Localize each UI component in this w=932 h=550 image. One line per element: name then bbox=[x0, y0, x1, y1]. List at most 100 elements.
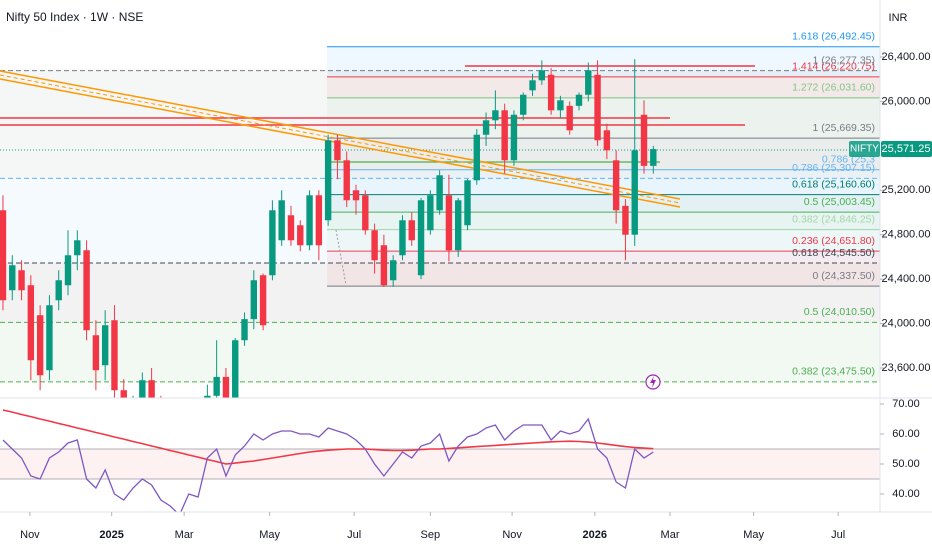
fib-band bbox=[327, 138, 880, 170]
fib-label: 0.618 (24,545.50) bbox=[792, 247, 875, 259]
candle-body bbox=[250, 280, 258, 320]
x-tick-label: 2025 bbox=[99, 529, 123, 541]
candle-body bbox=[297, 225, 304, 246]
candle-body bbox=[92, 335, 100, 371]
candle-body bbox=[46, 305, 53, 371]
candle-body bbox=[36, 315, 44, 376]
x-tick-label: May bbox=[743, 529, 764, 541]
y-tick-label: 60.00 bbox=[892, 428, 920, 440]
x-tick-label: Mar bbox=[175, 529, 194, 541]
fib-label: 1 (26,277.35) bbox=[813, 54, 875, 66]
candle-body bbox=[343, 160, 350, 201]
fib-band bbox=[327, 169, 880, 195]
candle-body bbox=[631, 150, 638, 235]
candle-body bbox=[501, 110, 508, 161]
candle-body bbox=[640, 114, 648, 166]
alert-icon bbox=[645, 374, 661, 390]
last-price-label: 25,571.25 bbox=[882, 143, 931, 155]
candle-body bbox=[101, 325, 109, 366]
series bbox=[0, 59, 880, 533]
candle-body bbox=[557, 100, 564, 111]
trend-line bbox=[0, 70, 681, 200]
candle-body bbox=[399, 220, 406, 256]
fib-band bbox=[0, 262, 880, 323]
candle-body bbox=[603, 130, 611, 151]
candle-body bbox=[222, 376, 230, 398]
x-tick-label: May bbox=[259, 529, 280, 541]
candle-body bbox=[158, 407, 164, 446]
fib-label: 0.236 (24,651.80) bbox=[792, 235, 875, 247]
candle-body bbox=[529, 80, 536, 91]
candle-body bbox=[594, 74, 601, 141]
candle-body bbox=[213, 376, 220, 396]
candle-body bbox=[120, 390, 127, 398]
candle-body bbox=[352, 190, 360, 201]
fib-label: 1.272 (26,031.60) bbox=[792, 82, 875, 94]
candle-body bbox=[186, 485, 192, 533]
currency: INR bbox=[889, 12, 908, 24]
x-tick-label: 2026 bbox=[583, 529, 607, 541]
candle-body bbox=[139, 380, 146, 398]
y-tick-label: 24,800.00 bbox=[882, 229, 931, 241]
rsi-line bbox=[2, 409, 654, 465]
fib-label: 1.414 (26,220.75) bbox=[792, 61, 875, 73]
rsi-line bbox=[2, 417, 654, 512]
trend-line-mid bbox=[0, 74, 681, 204]
fib-label: 0.786 (25,307.15) bbox=[792, 162, 875, 174]
fib-band bbox=[0, 322, 880, 382]
fib-band bbox=[327, 76, 880, 98]
x-tick-label: Sep bbox=[421, 529, 441, 541]
candle-body bbox=[445, 195, 453, 251]
y-tick-label: 26,000.00 bbox=[882, 95, 931, 107]
fib-label: 1.618 (26,492.45) bbox=[792, 30, 875, 42]
candle-body bbox=[18, 270, 25, 291]
candle-body bbox=[371, 230, 378, 261]
candle-body bbox=[306, 195, 313, 246]
x-tick-label: Mar bbox=[661, 529, 680, 541]
candle-body bbox=[232, 340, 239, 398]
candle-body bbox=[64, 255, 72, 286]
chart-title: Nifty 50 Index · 1W · NSE bbox=[6, 10, 143, 24]
candle-body bbox=[324, 140, 332, 221]
candle-body bbox=[585, 70, 592, 95]
candle-body bbox=[436, 175, 443, 211]
candle-body bbox=[408, 220, 415, 241]
candle-body bbox=[287, 215, 295, 241]
candle-body bbox=[278, 200, 285, 241]
candle-body bbox=[492, 110, 499, 121]
symbol-badge bbox=[849, 141, 880, 158]
candle-body bbox=[148, 380, 155, 398]
fib-band bbox=[327, 46, 880, 77]
candle-body bbox=[269, 210, 276, 276]
candle-body bbox=[9, 265, 16, 291]
fib-label: 0.382 (23,475.50) bbox=[792, 366, 875, 378]
candle-body bbox=[417, 200, 425, 276]
candles bbox=[0, 59, 657, 533]
candle-body bbox=[362, 195, 369, 231]
candle-body bbox=[204, 395, 211, 398]
candle-body bbox=[547, 74, 555, 111]
y-tick-label: 40.00 bbox=[892, 488, 920, 500]
fib-label: 0.382 (24,846.25) bbox=[792, 213, 875, 225]
candle-body bbox=[380, 245, 388, 286]
symbol-label: NIFTY bbox=[850, 144, 879, 155]
candle-body bbox=[538, 70, 546, 81]
candle-body bbox=[27, 285, 35, 361]
candle-body bbox=[473, 134, 480, 181]
x-tick-label: Jul bbox=[831, 529, 845, 541]
candle-body bbox=[83, 250, 90, 331]
y-tick-label: 24,000.00 bbox=[882, 317, 931, 329]
rsi-band bbox=[0, 449, 880, 479]
x-tick-label: Nov bbox=[502, 529, 522, 541]
fib-label: 0.5 (25,003.45) bbox=[804, 196, 875, 208]
projection bbox=[335, 229, 347, 286]
candle-body bbox=[111, 320, 118, 391]
fib-label: 0.5 (24,010.50) bbox=[804, 306, 875, 318]
candle-body bbox=[520, 94, 527, 115]
last-price-badge bbox=[881, 141, 932, 158]
candle-body bbox=[427, 195, 434, 231]
fib-label: 0.618 (25,160.60) bbox=[792, 178, 875, 190]
y-tick-label: 25,200.00 bbox=[882, 184, 931, 196]
y-tick-label: 70.00 bbox=[892, 398, 920, 410]
